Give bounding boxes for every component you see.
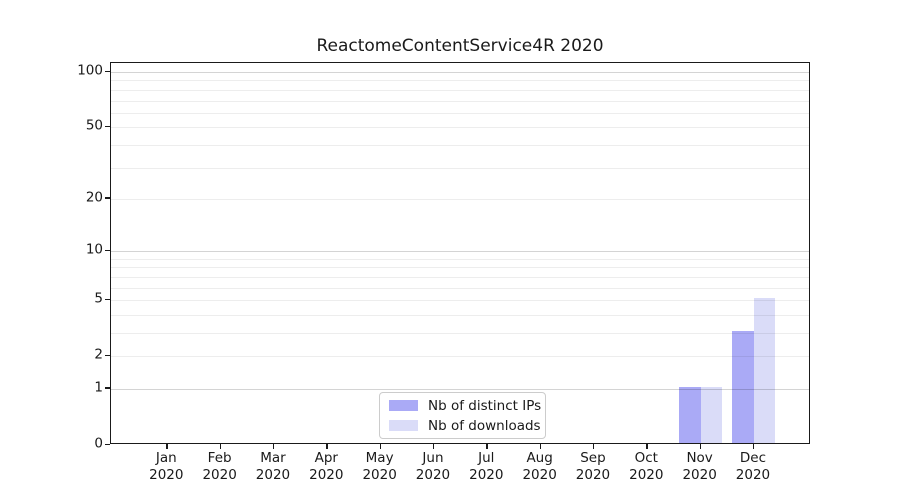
chart-title: ReactomeContentService4R 2020 [316, 36, 604, 56]
plot-area: Nb of distinct IPs Nb of downloads [110, 62, 810, 444]
minor-gridline [111, 356, 809, 358]
x-tick-year: 2020 [735, 466, 771, 483]
y-tick-label-5: 5 [94, 290, 103, 307]
x-tick-year: 2020 [682, 466, 717, 483]
y-tick-mark [105, 443, 110, 445]
x-tick-label-sep: Sep 2020 [561, 450, 625, 483]
bar-dec-series0 [732, 330, 754, 443]
y-tick-mark [105, 354, 110, 357]
major-gridline [111, 72, 809, 74]
major-gridline [111, 251, 809, 253]
y-tick-mark [105, 125, 110, 128]
legend-item-downloads: Nb of downloads [389, 418, 541, 434]
x-tick-label-feb: Feb 2020 [188, 450, 252, 483]
y-tick-mark [105, 298, 110, 300]
x-tick-year: 2020 [202, 466, 237, 483]
x-tick-mark [486, 444, 488, 449]
x-tick-label-nov: Nov 2020 [668, 450, 732, 483]
minor-gridline [111, 267, 809, 269]
legend-swatch-distinct-ips [389, 400, 418, 411]
x-tick-month: Nov [686, 450, 713, 466]
minor-gridline [111, 127, 809, 129]
bar-nov-series1 [700, 387, 723, 443]
x-tick-label-dec: Dec 2020 [721, 450, 785, 483]
x-tick-mark [219, 444, 221, 449]
major-gridline [111, 388, 809, 390]
legend: Nb of distinct IPs Nb of downloads [379, 392, 546, 439]
x-tick-month: Sep [580, 450, 606, 466]
y-tick-mark [105, 70, 110, 72]
y-tick-label-10: 10 [85, 241, 103, 258]
legend-swatch-downloads [389, 420, 418, 431]
x-tick-label-mar: Mar 2020 [241, 450, 305, 483]
y-tick-label-2: 2 [94, 346, 103, 363]
y-tick-label-50: 50 [85, 117, 103, 134]
minor-gridline [111, 300, 809, 302]
x-tick-year: 2020 [629, 466, 664, 483]
minor-gridline [111, 80, 809, 82]
x-tick-mark [272, 444, 275, 449]
y-tick-label-20: 20 [85, 189, 103, 206]
legend-item-distinct-ips: Nb of distinct IPs [389, 398, 541, 414]
bar-nov-series0 [679, 387, 701, 443]
x-tick-year: 2020 [469, 466, 504, 483]
x-tick-label-jun: Jun 2020 [401, 450, 465, 483]
minor-gridline [111, 144, 809, 146]
x-tick-year: 2020 [575, 466, 611, 483]
x-tick-year: 2020 [255, 466, 291, 483]
x-tick-month: Aug [526, 450, 553, 466]
x-tick-month: Jun [422, 450, 444, 466]
x-tick-mark [166, 444, 168, 449]
y-tick-label-100: 100 [77, 62, 103, 79]
x-tick-label-oct: Oct 2020 [614, 450, 678, 483]
x-tick-mark [752, 444, 755, 449]
x-tick-label-apr: Apr 2020 [294, 450, 358, 483]
y-tick-mark [105, 387, 110, 389]
bar-dec-series1 [753, 298, 776, 443]
x-tick-label-aug: Aug 2020 [508, 450, 572, 483]
minor-gridline [111, 287, 809, 289]
y-tick-mark [105, 249, 110, 252]
minor-gridline [111, 276, 809, 278]
minor-gridline [111, 100, 809, 102]
x-tick-year: 2020 [309, 466, 344, 483]
legend-label-distinct-ips: Nb of distinct IPs [428, 397, 542, 414]
x-tick-year: 2020 [522, 466, 557, 483]
legend-label-downloads: Nb of downloads [428, 417, 541, 434]
x-tick-month: Oct [634, 450, 658, 466]
x-tick-mark [379, 444, 381, 449]
y-tick-label-1: 1 [94, 379, 103, 396]
x-tick-month: Jul [478, 450, 495, 466]
minor-gridline [111, 89, 809, 91]
x-tick-month: Mar [260, 450, 286, 466]
x-tick-month: Feb [207, 450, 232, 466]
x-tick-label-jul: Jul 2020 [454, 450, 518, 483]
x-tick-mark [646, 444, 648, 449]
x-tick-mark [432, 444, 435, 449]
minor-gridline [111, 198, 809, 200]
x-tick-label-jan: Jan 2020 [134, 450, 198, 483]
minor-gridline [111, 112, 809, 114]
minor-gridline [111, 314, 809, 316]
y-tick-label-0: 0 [94, 435, 103, 452]
x-tick-month: Dec [739, 450, 767, 466]
minor-gridline [111, 332, 809, 334]
x-tick-month: Apr [314, 450, 338, 466]
x-tick-mark [539, 444, 541, 449]
x-tick-month: May [365, 450, 394, 466]
minor-gridline [111, 167, 809, 169]
x-tick-mark [326, 444, 328, 449]
x-tick-year: 2020 [149, 466, 184, 483]
minor-gridline [111, 258, 809, 260]
x-tick-year: 2020 [362, 466, 397, 483]
x-tick-mark [592, 444, 595, 449]
y-tick-mark [105, 197, 110, 199]
x-tick-year: 2020 [415, 466, 451, 483]
x-tick-label-may: May 2020 [348, 450, 412, 483]
x-tick-month: Jan [155, 450, 177, 466]
x-tick-mark [699, 444, 701, 449]
